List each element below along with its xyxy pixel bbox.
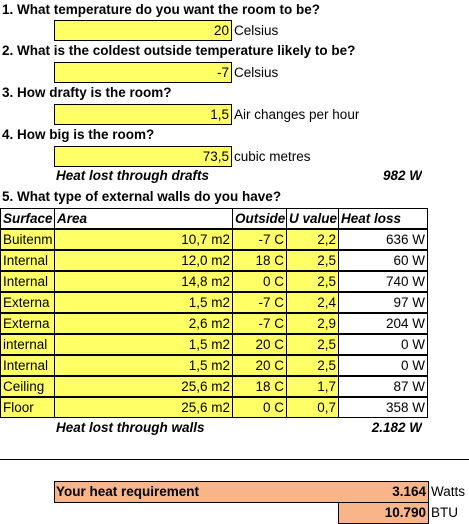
u-value-cell[interactable]: 2,5 (286, 271, 339, 292)
heat-loss-cell: 97 W (338, 292, 428, 313)
heat-loss-cell: 636 W (338, 229, 428, 250)
u-value-cell[interactable]: 0,7 (286, 397, 339, 418)
air-changes-input[interactable]: 1,5 (54, 104, 232, 125)
drafts-heat-loss-label: Heat lost through drafts (56, 168, 210, 183)
outside-temp-cell[interactable]: -7 C (232, 292, 287, 313)
u-value-cell[interactable]: 1,7 (286, 376, 339, 397)
walls-heat-loss-label: Heat lost through walls (56, 420, 205, 435)
header-outside: Outside (232, 208, 287, 229)
area-cell[interactable]: 1,5 m2 (54, 355, 233, 376)
heat-requirement-bar (54, 481, 429, 503)
area-cell[interactable]: 1,5 m2 (54, 334, 233, 355)
walls-heat-loss-value: 2.182 W (371, 420, 422, 435)
u-value-cell[interactable]: 2,5 (286, 250, 339, 271)
question-2-label: 2. What is the coldest outside temperatu… (2, 43, 356, 58)
air-changes-unit: Air changes per hour (234, 107, 360, 122)
heat-loss-cell: 204 W (338, 313, 428, 334)
question-5-label: 5. What type of external walls do you ha… (2, 189, 282, 204)
heat-loss-cell: 87 W (338, 376, 428, 397)
room-temperature-unit: Celsius (234, 23, 279, 38)
heat-requirement-btu-unit: BTU (431, 505, 458, 520)
outside-temp-cell[interactable]: -7 C (232, 313, 287, 334)
u-value-cell[interactable]: 2,4 (286, 292, 339, 313)
outside-temp-cell[interactable]: 0 C (232, 271, 287, 292)
u-value-cell[interactable]: 2,5 (286, 355, 339, 376)
outside-temp-cell[interactable]: 18 C (232, 250, 287, 271)
area-cell[interactable]: 10,7 m2 (54, 229, 233, 250)
area-cell[interactable]: 12,0 m2 (54, 250, 233, 271)
outside-temperature-input[interactable]: -7 (54, 62, 232, 83)
surface-cell[interactable]: Externa (0, 292, 55, 313)
header-heat-loss: Heat loss (338, 208, 428, 229)
heat-requirement-watts-unit: Watts (431, 484, 466, 499)
heat-requirement-watts: 3.164 (392, 484, 426, 499)
heat-loss-cell: 358 W (338, 397, 428, 418)
separator-line (0, 459, 469, 460)
outside-temp-cell[interactable]: 20 C (232, 334, 287, 355)
question-4-label: 4. How big is the room? (2, 127, 155, 142)
surface-cell[interactable]: Ceiling (0, 376, 55, 397)
surface-cell[interactable]: Internal (0, 355, 55, 376)
heat-requirement-btu: 10.790 (338, 502, 429, 524)
header-surface: Surface (0, 208, 55, 229)
outside-temperature-unit: Celsius (234, 65, 279, 80)
surface-cell[interactable]: Floor (0, 397, 55, 418)
heat-loss-cell: 740 W (338, 271, 428, 292)
room-temperature-input[interactable]: 20 (54, 20, 232, 41)
area-cell[interactable]: 2,6 m2 (54, 313, 233, 334)
heat-loss-cell: 60 W (338, 250, 428, 271)
u-value-cell[interactable]: 2,2 (286, 229, 339, 250)
outside-temp-cell[interactable]: 0 C (232, 397, 287, 418)
surface-cell[interactable]: Internal (0, 271, 55, 292)
outside-temp-cell[interactable]: -7 C (232, 229, 287, 250)
u-value-cell[interactable]: 2,5 (286, 334, 339, 355)
heat-loss-cell: 0 W (338, 355, 428, 376)
area-cell[interactable]: 25,6 m2 (54, 397, 233, 418)
area-cell[interactable]: 25,6 m2 (54, 376, 233, 397)
room-volume-unit: cubic metres (234, 149, 311, 164)
room-volume-input[interactable]: 73,5 (54, 146, 232, 167)
surface-cell[interactable]: Buitenm (0, 229, 55, 250)
header-u-value: U value (286, 208, 339, 229)
outside-temp-cell[interactable]: 20 C (232, 355, 287, 376)
area-cell[interactable]: 1,5 m2 (54, 292, 233, 313)
surface-cell[interactable]: internal (0, 334, 55, 355)
header-area: Area (54, 208, 233, 229)
question-1-label: 1. What temperature do you want the room… (2, 2, 321, 17)
u-value-cell[interactable]: 2,9 (286, 313, 339, 334)
question-3-label: 3. How drafty is the room? (2, 85, 172, 100)
surface-cell[interactable]: Externa (0, 313, 55, 334)
outside-temp-cell[interactable]: 18 C (232, 376, 287, 397)
area-cell[interactable]: 14,8 m2 (54, 271, 233, 292)
drafts-heat-loss-value: 982 W (382, 168, 422, 183)
heat-requirement-label: Your heat requirement (56, 484, 200, 499)
heat-loss-cell: 0 W (338, 334, 428, 355)
surface-cell[interactable]: Internal (0, 250, 55, 271)
